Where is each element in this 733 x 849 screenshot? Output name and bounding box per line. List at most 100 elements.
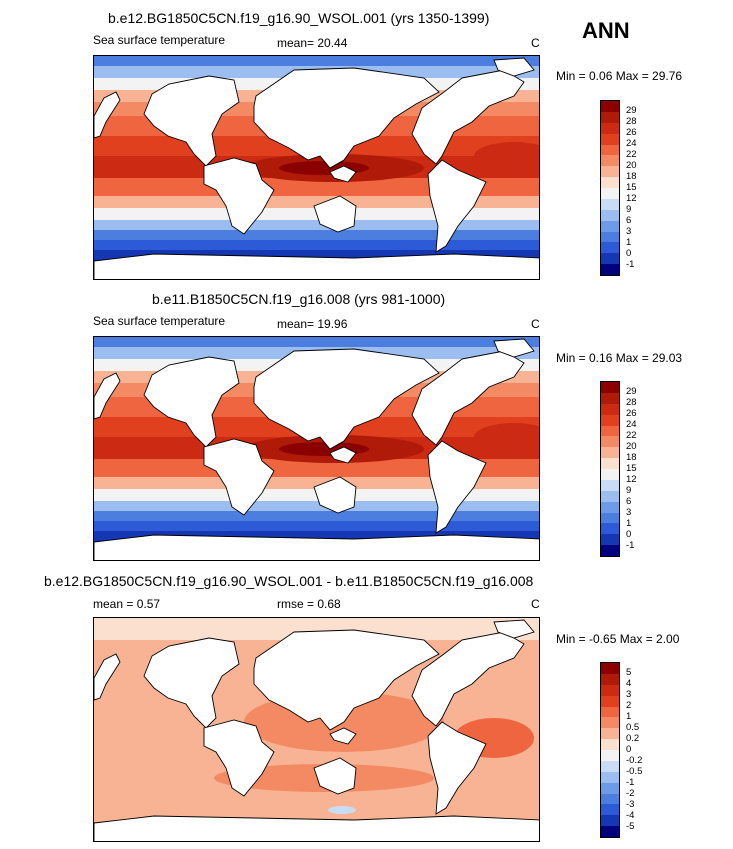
colorbar-swatch bbox=[601, 804, 619, 816]
colorbar-swatch bbox=[601, 166, 619, 178]
colorbar-swatch bbox=[601, 458, 619, 469]
continent-outline bbox=[493, 619, 535, 639]
colorbar-tick-label: 29 bbox=[626, 386, 637, 397]
continent-outline bbox=[411, 350, 525, 446]
continent-outline bbox=[143, 75, 240, 167]
continent-outline bbox=[329, 165, 357, 183]
colorbar-swatch bbox=[601, 695, 619, 707]
colorbar-tick-label: 18 bbox=[626, 171, 637, 182]
colorbar-swatch bbox=[601, 122, 619, 134]
colorbar-swatch bbox=[601, 826, 619, 837]
atlantic-warm bbox=[474, 142, 539, 170]
panel-1-minmax: Min = 0.06 Max = 29.76 bbox=[556, 69, 683, 83]
colorbar-tick-label: 9 bbox=[626, 485, 632, 496]
continent-outline bbox=[253, 629, 440, 731]
colorbar-swatch bbox=[601, 242, 619, 254]
colorbar-swatch bbox=[601, 111, 619, 123]
continent-outline bbox=[411, 69, 525, 165]
colorbar-tick-label: 24 bbox=[626, 419, 637, 430]
colorbar-swatch bbox=[601, 782, 619, 794]
colorbar-swatch bbox=[601, 673, 619, 685]
colorbar-swatch bbox=[601, 760, 619, 772]
continent-outline bbox=[203, 719, 275, 797]
panel-1-unit: C bbox=[531, 36, 540, 50]
continent-outline bbox=[94, 534, 539, 560]
colorbar-tick-label: 20 bbox=[626, 441, 637, 452]
diff-north-band bbox=[94, 618, 539, 640]
colorbar-tick-label: 6 bbox=[626, 496, 632, 507]
continent-outline bbox=[143, 356, 240, 448]
panel-1-map-svg bbox=[94, 56, 539, 279]
sst-band bbox=[94, 477, 539, 489]
diff-cool-south bbox=[328, 806, 356, 814]
colorbar-swatch bbox=[601, 403, 619, 415]
colorbar-swatch bbox=[601, 231, 619, 243]
colorbar-tick-label: 26 bbox=[626, 408, 637, 419]
colorbar-swatch bbox=[601, 220, 619, 232]
colorbar-swatch bbox=[601, 436, 619, 448]
colorbar-tick-label: 18 bbox=[626, 452, 637, 463]
continent-outline bbox=[94, 253, 539, 279]
continent-outline bbox=[313, 195, 357, 233]
continent-outline bbox=[94, 91, 121, 139]
sst-band bbox=[94, 240, 539, 250]
continent-outline bbox=[94, 653, 121, 701]
colorbar-tick-label: 5 bbox=[626, 667, 632, 678]
colorbar-tick-label: 20 bbox=[626, 160, 637, 171]
panel-2-map-svg bbox=[94, 337, 539, 560]
colorbar-swatch bbox=[601, 414, 619, 426]
colorbar-swatch bbox=[601, 133, 619, 145]
colorbar-swatch bbox=[601, 425, 619, 437]
continent-outline bbox=[329, 727, 357, 745]
colorbar-tick-label: 9 bbox=[626, 204, 632, 215]
colorbar-swatch bbox=[601, 771, 619, 783]
continent-outline bbox=[427, 440, 487, 534]
season-label: ANN bbox=[582, 18, 630, 43]
panel-1-map bbox=[93, 55, 540, 280]
colorbar-swatch bbox=[601, 479, 619, 491]
colorbar-swatch bbox=[601, 534, 619, 546]
sst-band bbox=[94, 521, 539, 531]
sst-band bbox=[94, 220, 539, 230]
colorbar-swatch bbox=[601, 155, 619, 167]
colorbar-tick-label: 22 bbox=[626, 430, 637, 441]
sst-band bbox=[94, 250, 539, 261]
panel-1-title: b.e12.BG1850C5CN.f19_g16.90_WSOL.001 (yr… bbox=[108, 10, 490, 26]
colorbar-swatch bbox=[601, 490, 619, 502]
colorbar-swatch bbox=[601, 382, 619, 393]
panel-2-mean: mean= 19.96 bbox=[277, 317, 348, 331]
sst-band bbox=[94, 337, 539, 347]
colorbar-swatch bbox=[601, 253, 619, 265]
colorbar-tick-label: -3 bbox=[626, 799, 635, 810]
panel-1-colorbar bbox=[600, 100, 620, 276]
panel-3-mean: mean = 0.57 bbox=[93, 597, 161, 611]
panel-1-mean: mean= 20.44 bbox=[277, 36, 348, 50]
colorbar-tick-label: 3 bbox=[626, 689, 632, 700]
continent-outline bbox=[94, 372, 121, 420]
colorbar-swatch bbox=[601, 101, 619, 112]
colorbar-tick-label: 28 bbox=[626, 397, 637, 408]
panel-3-map bbox=[93, 617, 540, 842]
colorbar-tick-label: 0 bbox=[626, 248, 632, 259]
continent-outline bbox=[253, 348, 440, 450]
continent-outline bbox=[329, 446, 357, 464]
sst-band bbox=[94, 56, 539, 66]
sst-band bbox=[94, 196, 539, 208]
colorbar-swatch bbox=[601, 501, 619, 513]
continent-outline bbox=[203, 438, 275, 516]
colorbar-tick-label: 28 bbox=[626, 116, 637, 127]
colorbar-tick-label: -1 bbox=[626, 540, 635, 551]
colorbar-tick-label: 1 bbox=[626, 518, 632, 529]
colorbar-tick-label: -5 bbox=[626, 821, 635, 832]
colorbar-tick-label: 0.2 bbox=[626, 733, 640, 744]
sst-band bbox=[94, 230, 539, 240]
colorbar-swatch bbox=[601, 177, 619, 188]
colorbar-tick-label: 12 bbox=[626, 193, 637, 204]
continent-outline bbox=[427, 721, 487, 815]
colorbar-swatch bbox=[601, 815, 619, 827]
colorbar-tick-label: 24 bbox=[626, 138, 637, 149]
panel-1-variable-label: Sea surface temperature bbox=[93, 33, 226, 47]
colorbar-tick-label: 29 bbox=[626, 105, 637, 116]
panel-2-unit: C bbox=[531, 317, 540, 331]
colorbar-tick-label: 0 bbox=[626, 744, 632, 755]
